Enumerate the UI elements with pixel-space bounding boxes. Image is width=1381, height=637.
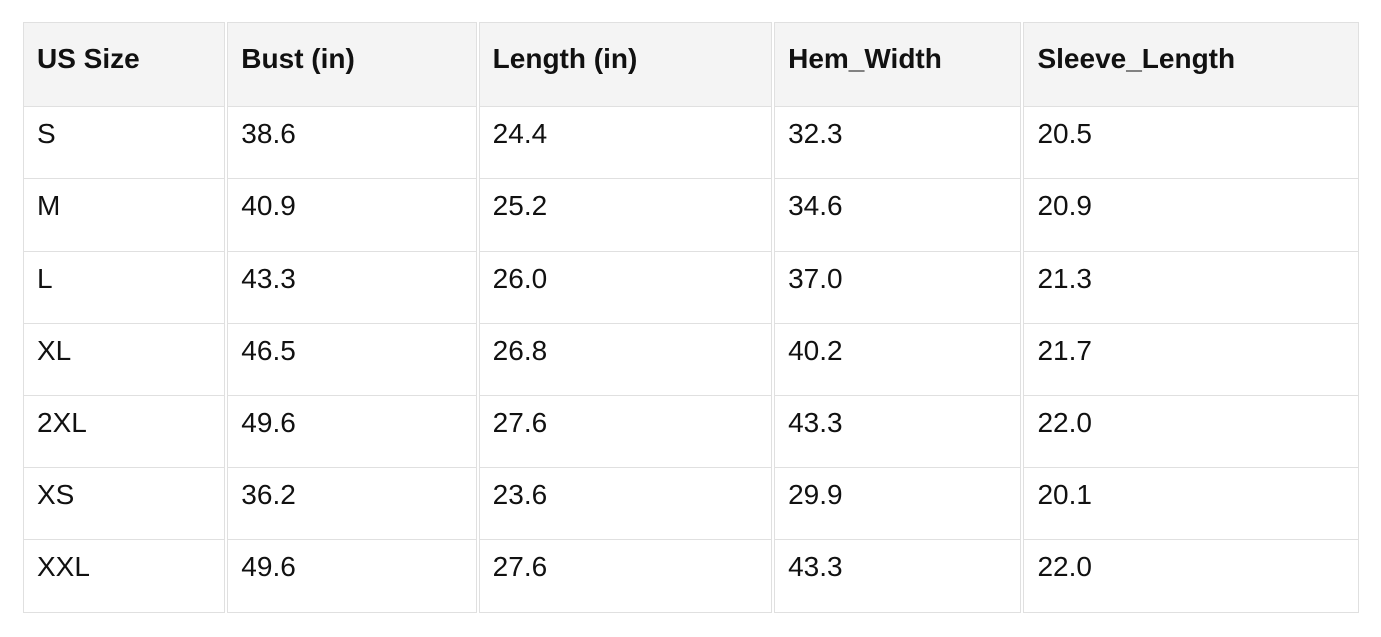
table-row: XXL 49.6 27.6 43.3 22.0 — [23, 540, 1359, 613]
table-row: S 38.6 24.4 32.3 20.5 — [23, 107, 1359, 180]
table-cell: 37.0 — [774, 251, 1022, 324]
table-body: S 38.6 24.4 32.3 20.5 M 40.9 25.2 34.6 20.9 L 43.3 2… — [23, 107, 1359, 613]
table-row: M 40.9 25.2 34.6 20.9 — [23, 179, 1359, 252]
table-cell: 34.6 — [774, 179, 1022, 252]
row-label-cell: M — [23, 179, 226, 252]
table-cell: 24.4 — [478, 107, 773, 180]
column-header-bust: Bust (in) — [227, 22, 477, 108]
table-cell: 49.6 — [227, 395, 477, 469]
table-cell: 21.3 — [1023, 251, 1359, 324]
row-label-cell: L — [23, 251, 226, 324]
table-header-row: US Size Bust (in) Length (in) Hem_Width … — [23, 22, 1359, 108]
table-row: XS 36.2 23.6 29.9 20.1 — [23, 468, 1359, 541]
row-label-cell: XL — [23, 323, 226, 396]
table-cell: 43.3 — [774, 395, 1022, 469]
table-cell: 26.0 — [478, 251, 773, 324]
table-cell: 26.8 — [478, 323, 773, 396]
table-cell: 22.0 — [1023, 395, 1359, 469]
table-cell: 43.3 — [774, 540, 1022, 613]
table-cell: 40.9 — [227, 179, 477, 252]
table-row: XL 46.5 26.8 40.2 21.7 — [23, 323, 1359, 396]
table-cell: 22.0 — [1023, 540, 1359, 613]
table-cell: 20.9 — [1023, 179, 1359, 252]
column-header-us-size: US Size — [23, 22, 226, 108]
table-cell: 32.3 — [774, 107, 1022, 180]
table-cell: 38.6 — [227, 107, 477, 180]
table-cell: 27.6 — [478, 540, 773, 613]
row-label-cell: S — [23, 107, 226, 180]
table-cell: 20.5 — [1023, 107, 1359, 180]
row-label-cell: XS — [23, 468, 226, 541]
table-cell: 21.7 — [1023, 323, 1359, 396]
table-row: 2XL 49.6 27.6 43.3 22.0 — [23, 395, 1359, 469]
column-header-hem-width: Hem_Width — [774, 22, 1022, 108]
page: US Size Bust (in) Length (in) Hem_Width … — [21, 22, 1361, 613]
row-label-cell: 2XL — [23, 395, 226, 469]
table-cell: 25.2 — [478, 179, 773, 252]
table-cell: 46.5 — [227, 323, 477, 396]
table-cell: 40.2 — [774, 323, 1022, 396]
column-header-length: Length (in) — [478, 22, 773, 108]
table-cell: 36.2 — [227, 468, 477, 541]
table-cell: 29.9 — [774, 468, 1022, 541]
row-label-cell: XXL — [23, 540, 226, 613]
table-cell: 27.6 — [478, 395, 773, 469]
table-row: L 43.3 26.0 37.0 21.3 — [23, 251, 1359, 324]
column-header-sleeve-length: Sleeve_Length — [1023, 22, 1359, 108]
table-cell: 23.6 — [478, 468, 773, 541]
table-cell: 49.6 — [227, 540, 477, 613]
table-cell: 43.3 — [227, 251, 477, 324]
table-cell: 20.1 — [1023, 468, 1359, 541]
size-chart-table: US Size Bust (in) Length (in) Hem_Width … — [21, 22, 1361, 613]
